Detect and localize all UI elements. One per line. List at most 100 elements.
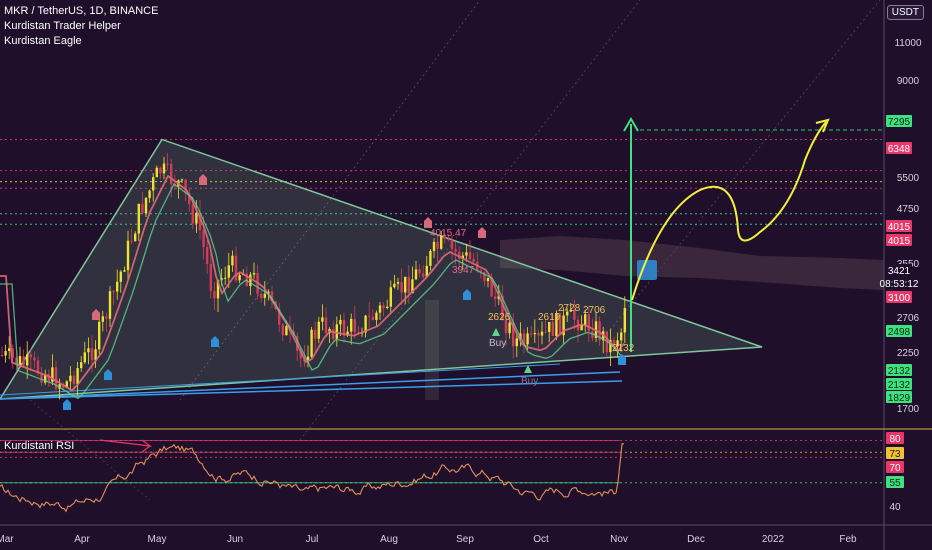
price-label-text: 2132 [888, 380, 911, 391]
signal-marker [463, 289, 471, 300]
candle-body [69, 375, 72, 382]
candle-body [533, 333, 536, 335]
candle-body [472, 259, 475, 262]
candle-body [123, 270, 126, 272]
candle-body [159, 167, 162, 174]
candle-body [11, 348, 14, 358]
rsi-label-box [886, 461, 904, 473]
candle-body [152, 177, 155, 191]
candle-body [22, 356, 25, 366]
price-label-text: 6348 [888, 144, 911, 155]
rsi-divergence-arrow [99, 439, 153, 453]
candle-body [357, 332, 360, 334]
candle-body [551, 322, 554, 337]
candle-body [566, 311, 569, 316]
price-tick-label: 2706 [897, 313, 920, 324]
symbol-title[interactable]: MKR / TetherUS, 1D, BINANCE [4, 5, 159, 17]
candle-body [609, 340, 612, 353]
candle-body [332, 328, 335, 339]
candle-body [40, 373, 43, 383]
candle-body [396, 282, 400, 284]
candle-body [537, 333, 540, 336]
candle-body [130, 240, 133, 242]
chart-header: MKR / TetherUS, 1D, BINANCE Kurdistan Tr… [4, 4, 158, 49]
candle-body [54, 367, 58, 389]
candle-body [198, 212, 202, 230]
signal-marker [424, 217, 432, 228]
candle-body [180, 179, 184, 181]
time-tick-label: Jul [306, 534, 319, 545]
currency-badge[interactable]: USDT [886, 5, 924, 20]
candle-body [299, 350, 302, 359]
signal-marker [104, 369, 112, 380]
chart-annotation: 2728 [558, 303, 581, 314]
candle-body [76, 368, 79, 384]
candle-body [620, 332, 623, 341]
price-label-text: 08:53:12 [880, 279, 919, 290]
candle-body [26, 354, 29, 366]
candle-body [483, 272, 486, 282]
candle-body [454, 248, 457, 252]
chart-annotation: 2706 [583, 305, 606, 316]
price-label-text: 3100 [888, 293, 911, 304]
candle-body [213, 290, 216, 299]
target-arrow-head [623, 117, 639, 132]
cloud-segment [425, 300, 439, 400]
candle-body [101, 316, 104, 322]
moving-average [0, 183, 625, 400]
time-tick-label: Apr [74, 534, 90, 545]
rsi-label-box [886, 447, 904, 459]
time-tick-label: Sep [456, 534, 474, 545]
rsi-label-text: 55 [889, 478, 901, 489]
candle-body [98, 321, 101, 350]
candle-body [33, 357, 36, 361]
candle-body [119, 271, 122, 282]
time-tick-label: Dec [687, 534, 705, 545]
candle-body [202, 229, 205, 248]
candle-body [267, 291, 270, 294]
price-label-box [886, 264, 912, 276]
candle-body [342, 320, 346, 336]
chart-annotation: 2619 [538, 312, 561, 323]
price-label-text: 3421 [888, 266, 911, 277]
chart-annotation: 2132 [612, 343, 635, 354]
buy-triangle-marker [492, 328, 500, 336]
candle-body [411, 279, 414, 294]
candle-body [490, 277, 493, 297]
time-tick-label: 2022 [762, 534, 785, 545]
rsi-layer [0, 439, 884, 513]
candle-body [400, 282, 403, 293]
candle-body [141, 203, 144, 214]
rsi-title[interactable]: Kurdistani RSI [4, 440, 75, 452]
candle-body [170, 163, 173, 185]
candle-body [612, 340, 616, 347]
signal-marker [478, 227, 486, 238]
guide-diagonal [179, 0, 481, 401]
candle-body [216, 280, 220, 299]
candle-body [263, 293, 266, 298]
chart-annotation: 2626 [488, 312, 511, 323]
candle-body [623, 308, 626, 333]
candle-body [281, 324, 284, 336]
time-tick-label: Aug [380, 534, 398, 545]
candle-body [108, 291, 112, 319]
candle-body [231, 255, 234, 266]
candle-body [522, 333, 526, 345]
rsi-label-box [886, 432, 904, 444]
price-tick-label: 5500 [897, 173, 920, 184]
candle-body [414, 269, 418, 280]
indicator-label-2[interactable]: Kurdistan Eagle [4, 35, 82, 47]
candles [0, 153, 626, 400]
candle-body [18, 356, 22, 365]
candle-body [515, 338, 518, 347]
price-label-text: 2498 [888, 327, 911, 338]
candle-body [112, 291, 115, 293]
candle-body [346, 331, 349, 336]
signal-marker [63, 399, 71, 410]
candle-body [47, 374, 50, 382]
indicator-label-1[interactable]: Kurdistan Trader Helper [4, 20, 121, 32]
candle-body [587, 314, 590, 332]
candle-body [447, 238, 450, 240]
